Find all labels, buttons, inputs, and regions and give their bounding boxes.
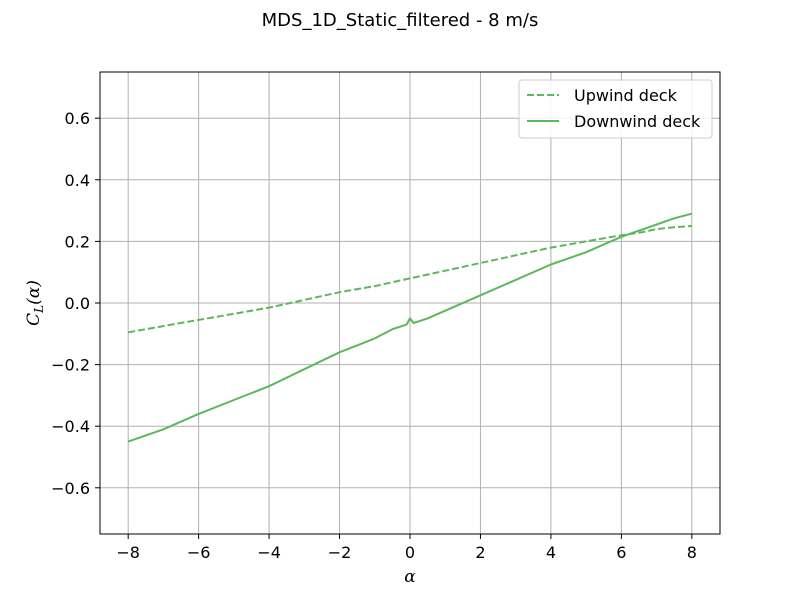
x-tick-label: −2: [328, 543, 352, 562]
x-tick-label: 4: [546, 543, 556, 562]
y-axis-label-tail: (α): [24, 280, 44, 305]
legend-label-downwind: Downwind deck: [574, 112, 701, 131]
series-line-upwind: [128, 225, 692, 334]
x-tick-label: 0: [405, 543, 415, 562]
chart-title: MDS_1D_Static_filtered - 8 m/s: [262, 10, 539, 31]
x-axis-label: α: [404, 567, 416, 587]
y-axis-label-sub: L: [32, 305, 46, 314]
legend-box: [518, 79, 713, 139]
y-tick-label: 0.6: [65, 109, 90, 128]
legend-label-upwind: Upwind deck: [574, 86, 678, 105]
x-tick-label: 6: [616, 543, 626, 562]
y-axis-label-main: C: [24, 313, 44, 326]
y-tick-label: −0.2: [51, 356, 90, 375]
x-tick-label: 2: [475, 543, 485, 562]
y-tick-label: −0.6: [51, 479, 90, 498]
y-tick-label: −0.4: [51, 417, 90, 436]
y-axis-label: CL(α): [24, 280, 46, 326]
x-tick-label: 8: [687, 543, 697, 562]
x-tick-label: −6: [187, 543, 211, 562]
grid: [100, 72, 720, 534]
y-tick-label: 0.0: [65, 294, 90, 313]
legend: Upwind deck Downwind deck: [518, 79, 713, 139]
series-group: [127, 212, 693, 443]
series-line-downwind: [127, 212, 693, 443]
y-tick-label: 0.4: [65, 171, 90, 190]
x-axis: −8 −6 −4 −2 0 2 4 6 8: [116, 534, 697, 562]
y-tick-label: 0.2: [65, 232, 90, 251]
x-tick-label: −4: [257, 543, 281, 562]
y-axis: −0.6 −0.4 −0.2 0.0 0.2 0.4 0.6: [51, 109, 100, 498]
x-tick-label: −8: [116, 543, 140, 562]
